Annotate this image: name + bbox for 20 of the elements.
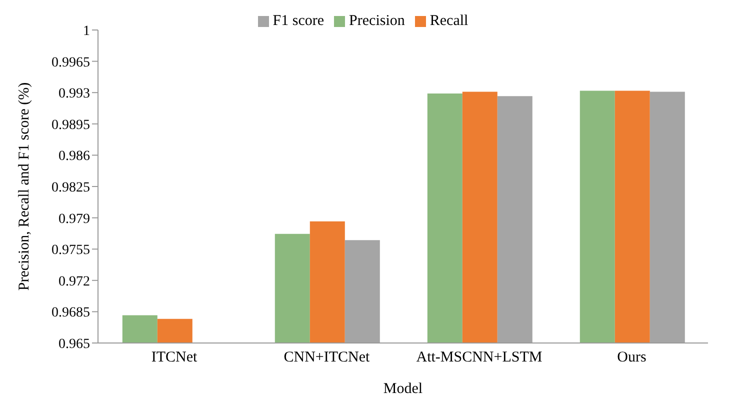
y-tick-label: 0.993: [58, 86, 90, 102]
y-axis-title: Precision, Recall and F1 score (%): [16, 82, 32, 291]
y-tick-label: 0.9825: [52, 180, 90, 196]
y-tick-label: 0.9895: [52, 118, 90, 133]
y-tick-label: 0.979: [58, 212, 90, 227]
y-tick-label: 0.9755: [52, 243, 90, 258]
x-tick-label: Att-MSCNN+LSTM: [416, 350, 542, 366]
legend-label: F1 score: [272, 13, 324, 29]
y-tick-label: 0.9685: [52, 306, 90, 321]
y-tick-label: 0.972: [58, 274, 90, 290]
y-tick-label: 1: [83, 24, 90, 39]
x-tick-label: ITCNet: [151, 350, 198, 366]
x-axis-title: Model: [383, 381, 423, 397]
y-tick-label: 0.965: [58, 336, 90, 352]
legend-label: Recall: [430, 13, 468, 29]
y-tick-label: 0.986: [58, 149, 90, 164]
x-tick-label: CNN+ITCNet: [284, 350, 371, 366]
y-tick-label: 0.9965: [52, 55, 90, 70]
x-tick-label: Ours: [617, 350, 646, 366]
legend-label: Precision: [349, 13, 405, 29]
